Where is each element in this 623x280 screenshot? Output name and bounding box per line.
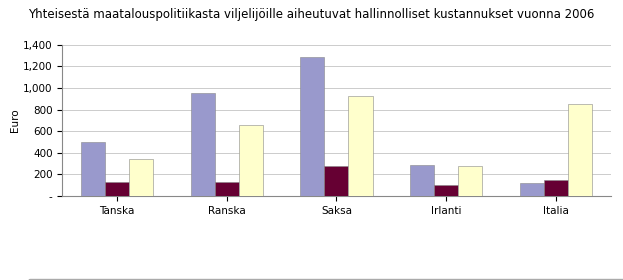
- Bar: [105, 182, 129, 196]
- Bar: [129, 159, 153, 196]
- Bar: [81, 142, 105, 196]
- Bar: [300, 57, 325, 196]
- Bar: [458, 166, 482, 196]
- Bar: [191, 94, 215, 196]
- Bar: [544, 180, 568, 196]
- Legend: Hallinnolliset kustannukset / viljelijä, €, Hallinnolliset kustannukset / 10 ha,: Hallinnolliset kustannukset / viljelijä,…: [28, 279, 623, 280]
- Bar: [325, 166, 348, 196]
- Bar: [215, 182, 239, 196]
- Bar: [239, 125, 263, 196]
- Bar: [410, 165, 434, 196]
- Text: Yhteisestä maatalouspolitiikasta viljelijöille aiheutuvat hallinnolliset kustann: Yhteisestä maatalouspolitiikasta viljeli…: [28, 8, 595, 21]
- Y-axis label: Euro: Euro: [10, 109, 20, 132]
- Bar: [520, 183, 544, 196]
- Bar: [434, 185, 458, 196]
- Bar: [348, 95, 373, 196]
- Bar: [568, 104, 592, 196]
